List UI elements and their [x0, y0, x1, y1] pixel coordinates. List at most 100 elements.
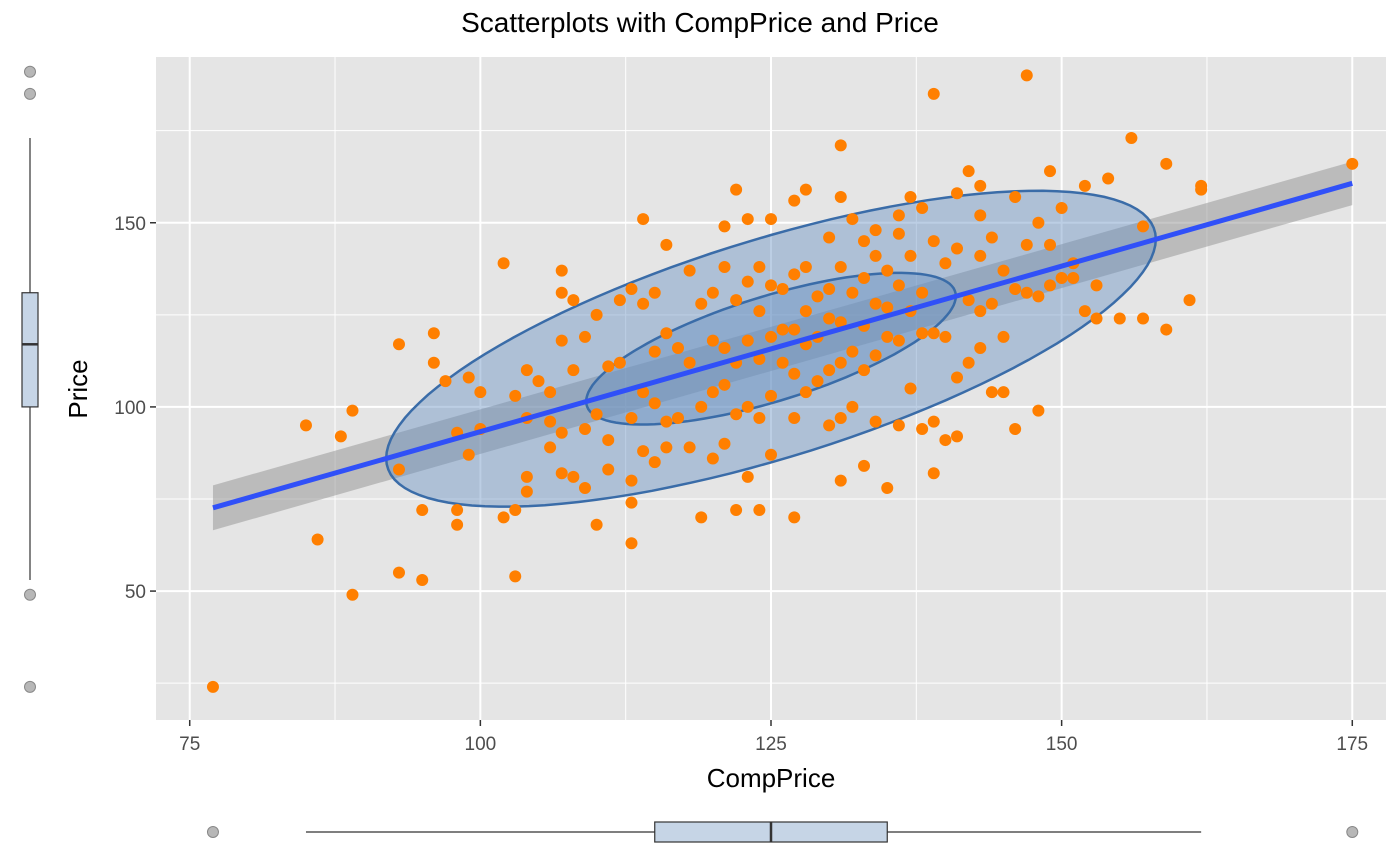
fit-line [212, 180, 1353, 511]
data-point [788, 367, 801, 380]
data-point [334, 430, 347, 443]
x-tick-label: 75 [179, 734, 200, 755]
data-point [567, 470, 580, 483]
data-point [892, 279, 905, 292]
data-point [834, 190, 847, 203]
data-point [544, 441, 557, 454]
data-point [625, 496, 638, 509]
data-point [834, 260, 847, 273]
data-point [1020, 238, 1033, 251]
data-point [927, 327, 940, 340]
data-point [544, 415, 557, 428]
data-point [904, 249, 917, 262]
data-point [788, 323, 801, 336]
data-point [544, 386, 557, 399]
x-tick-label: 150 [1046, 734, 1078, 755]
data-point [939, 257, 952, 270]
data-point [683, 441, 696, 454]
data-point [695, 400, 708, 413]
data-point [1044, 238, 1057, 251]
data-point [904, 382, 917, 395]
data-point [834, 411, 847, 424]
data-point [811, 290, 824, 303]
x-tick-label: 125 [755, 734, 787, 755]
data-point [881, 481, 894, 494]
data-point [1009, 283, 1022, 296]
data-point [869, 249, 882, 262]
data-point [1009, 423, 1022, 436]
data-point [788, 411, 801, 424]
data-point [718, 437, 731, 450]
data-point [997, 264, 1010, 277]
data-point [741, 334, 754, 347]
data-point [497, 511, 510, 524]
data-point [974, 179, 987, 192]
y-box-outlier [24, 680, 36, 693]
data-point [753, 305, 766, 318]
data-point [299, 419, 312, 432]
data-point [858, 459, 871, 472]
data-point [660, 441, 673, 454]
data-point [834, 356, 847, 369]
data-point [939, 434, 952, 447]
data-point [799, 386, 812, 399]
data-point [671, 411, 684, 424]
data-point [997, 386, 1010, 399]
data-point [613, 356, 626, 369]
data-point [578, 481, 591, 494]
data-point [927, 87, 940, 100]
data-point [578, 330, 591, 343]
data-point [683, 356, 696, 369]
data-point [788, 268, 801, 281]
x-tick-label: 100 [465, 734, 497, 755]
data-point [765, 279, 777, 292]
data-point [555, 264, 568, 277]
data-point [730, 504, 743, 517]
data-point [1032, 290, 1045, 303]
data-point [916, 327, 929, 340]
data-point [892, 419, 905, 432]
data-point [741, 400, 754, 413]
data-point [846, 286, 859, 299]
data-point [392, 338, 405, 351]
data-point [741, 213, 754, 226]
data-point [811, 375, 824, 388]
data-point [730, 408, 743, 421]
data-point [718, 378, 731, 391]
data-point [776, 323, 789, 336]
data-point [660, 327, 673, 340]
data-point [741, 470, 754, 483]
data-point [625, 411, 638, 424]
data-point [1078, 179, 1091, 192]
data-point [1032, 404, 1045, 417]
data-point [985, 386, 998, 399]
data-point [985, 231, 998, 244]
y-box-outlier [24, 588, 36, 601]
data-point [753, 411, 766, 424]
data-point [660, 415, 673, 428]
data-point [776, 356, 789, 369]
data-point [927, 467, 940, 480]
x-axis: 75 100 125 150 175 [179, 720, 1368, 755]
data-point [637, 386, 650, 399]
data-point [799, 183, 812, 196]
data-point [927, 415, 940, 428]
data-point [590, 518, 603, 531]
data-point [555, 334, 568, 347]
data-point [706, 334, 719, 347]
data-point [1032, 216, 1045, 229]
data-point [520, 485, 533, 498]
data-point [578, 423, 591, 436]
data-point [974, 305, 987, 318]
data-point [602, 360, 615, 373]
data-point [462, 448, 475, 461]
data-point [951, 371, 964, 384]
data-point [1160, 157, 1173, 170]
data-point [765, 213, 777, 226]
data-point [206, 680, 219, 693]
data-point [392, 566, 405, 579]
data-point [834, 316, 847, 329]
data-point [602, 434, 615, 447]
data-point [555, 426, 568, 439]
